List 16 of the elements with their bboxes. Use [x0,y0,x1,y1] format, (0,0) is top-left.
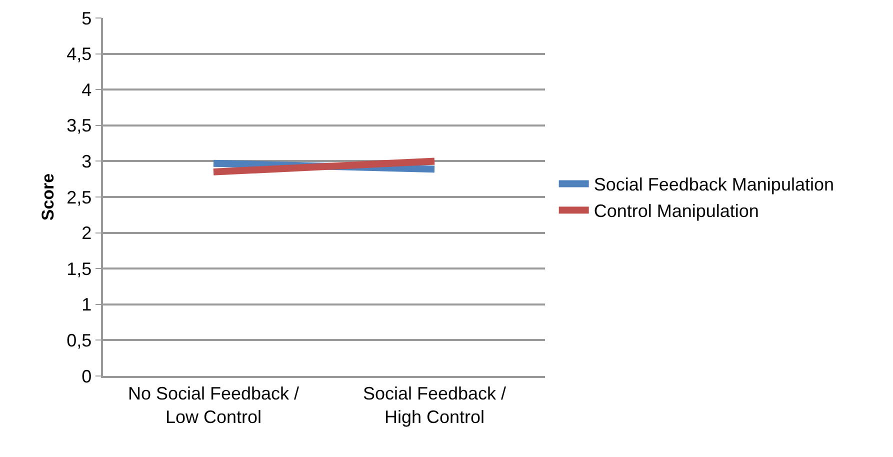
y-tick-label: 4 [82,80,92,100]
x-tick-label: No Social Feedback / Low Control [128,383,300,427]
y-tick-label: 0 [82,366,92,386]
y-axis-title: Score [38,173,58,221]
y-tick-label: 5 [82,8,92,28]
y-tick-label: 0,5 [66,330,92,350]
y-tick-label: 3,5 [66,116,92,136]
y-tick-label: 1 [82,294,92,315]
y-tick-label: 4,5 [66,44,92,64]
y-tick-label: 2,5 [66,187,92,208]
legend-label: Control Manipulation [594,201,759,222]
y-tick-label: 3 [82,152,92,172]
y-tick-label: 1,5 [66,258,92,279]
legend-label: Social Feedback Manipulation [594,174,834,195]
y-tick-label: 2 [82,223,92,244]
x-tick-label: Social Feedback / High Control [362,383,506,427]
